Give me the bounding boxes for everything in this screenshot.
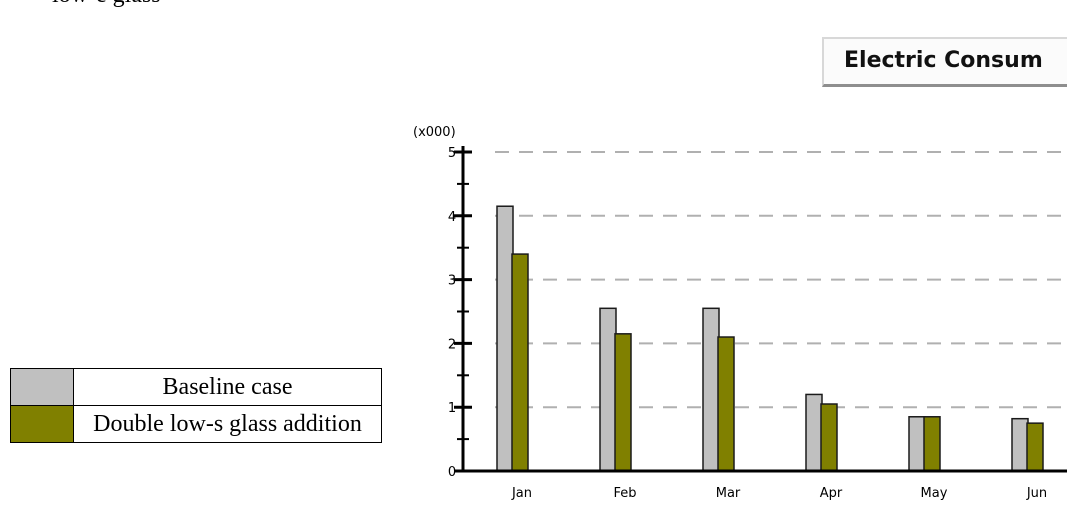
bar-baseline-may bbox=[908, 416, 926, 472]
bar-lowe-feb bbox=[614, 333, 632, 472]
legend-label-lowe: Double low-s glass addition bbox=[73, 405, 382, 443]
y-tick-label-4: 4 bbox=[448, 210, 456, 225]
bar-baseline-feb bbox=[599, 307, 617, 472]
x-tick-label-feb: Feb bbox=[613, 486, 636, 501]
bar-baseline-apr bbox=[805, 393, 823, 472]
y-tick-label-2: 2 bbox=[448, 337, 456, 352]
bar-lowe-jun bbox=[1026, 422, 1044, 472]
bar-baseline-jun bbox=[1011, 417, 1029, 472]
chart-title-box: Electric Consum bbox=[822, 37, 1067, 87]
bars bbox=[496, 205, 1044, 472]
y-tick-label-0: 0 bbox=[448, 465, 456, 480]
y-tick-label-3: 3 bbox=[448, 274, 456, 289]
caption-text: low-e glass bbox=[52, 0, 161, 9]
gridlines bbox=[495, 151, 1067, 409]
x-tick-label-mar: Mar bbox=[716, 486, 741, 501]
x-tick-label-may: May bbox=[921, 486, 948, 501]
chart-title: Electric Consum bbox=[844, 48, 1043, 73]
y-unit-label: (x000) bbox=[413, 125, 456, 140]
x-tick-label-jan: Jan bbox=[511, 486, 532, 501]
bar-lowe-apr bbox=[820, 403, 838, 472]
y-tick-label-5: 5 bbox=[448, 146, 456, 161]
legend-label-baseline: Baseline case bbox=[73, 368, 382, 406]
bar-lowe-jan bbox=[511, 253, 529, 472]
bar-lowe-may bbox=[923, 416, 941, 472]
bar-lowe-mar bbox=[717, 336, 735, 472]
legend-swatch-lowe bbox=[10, 405, 74, 443]
bar-baseline-jan bbox=[496, 205, 514, 472]
bar-baseline-mar bbox=[702, 307, 720, 472]
x-tick-label-jun: Jun bbox=[1026, 486, 1047, 501]
y-tick-label-1: 1 bbox=[448, 401, 456, 416]
legend-row-lowe: Double low-s glass addition bbox=[10, 405, 382, 443]
x-tick-label-apr: Apr bbox=[820, 486, 843, 501]
chart-legend: Baseline case Double low-s glass additio… bbox=[10, 368, 382, 443]
axes: Jan Feb Mar Apr May Jun 0 1 2 3 4 5 bbox=[448, 146, 1067, 501]
